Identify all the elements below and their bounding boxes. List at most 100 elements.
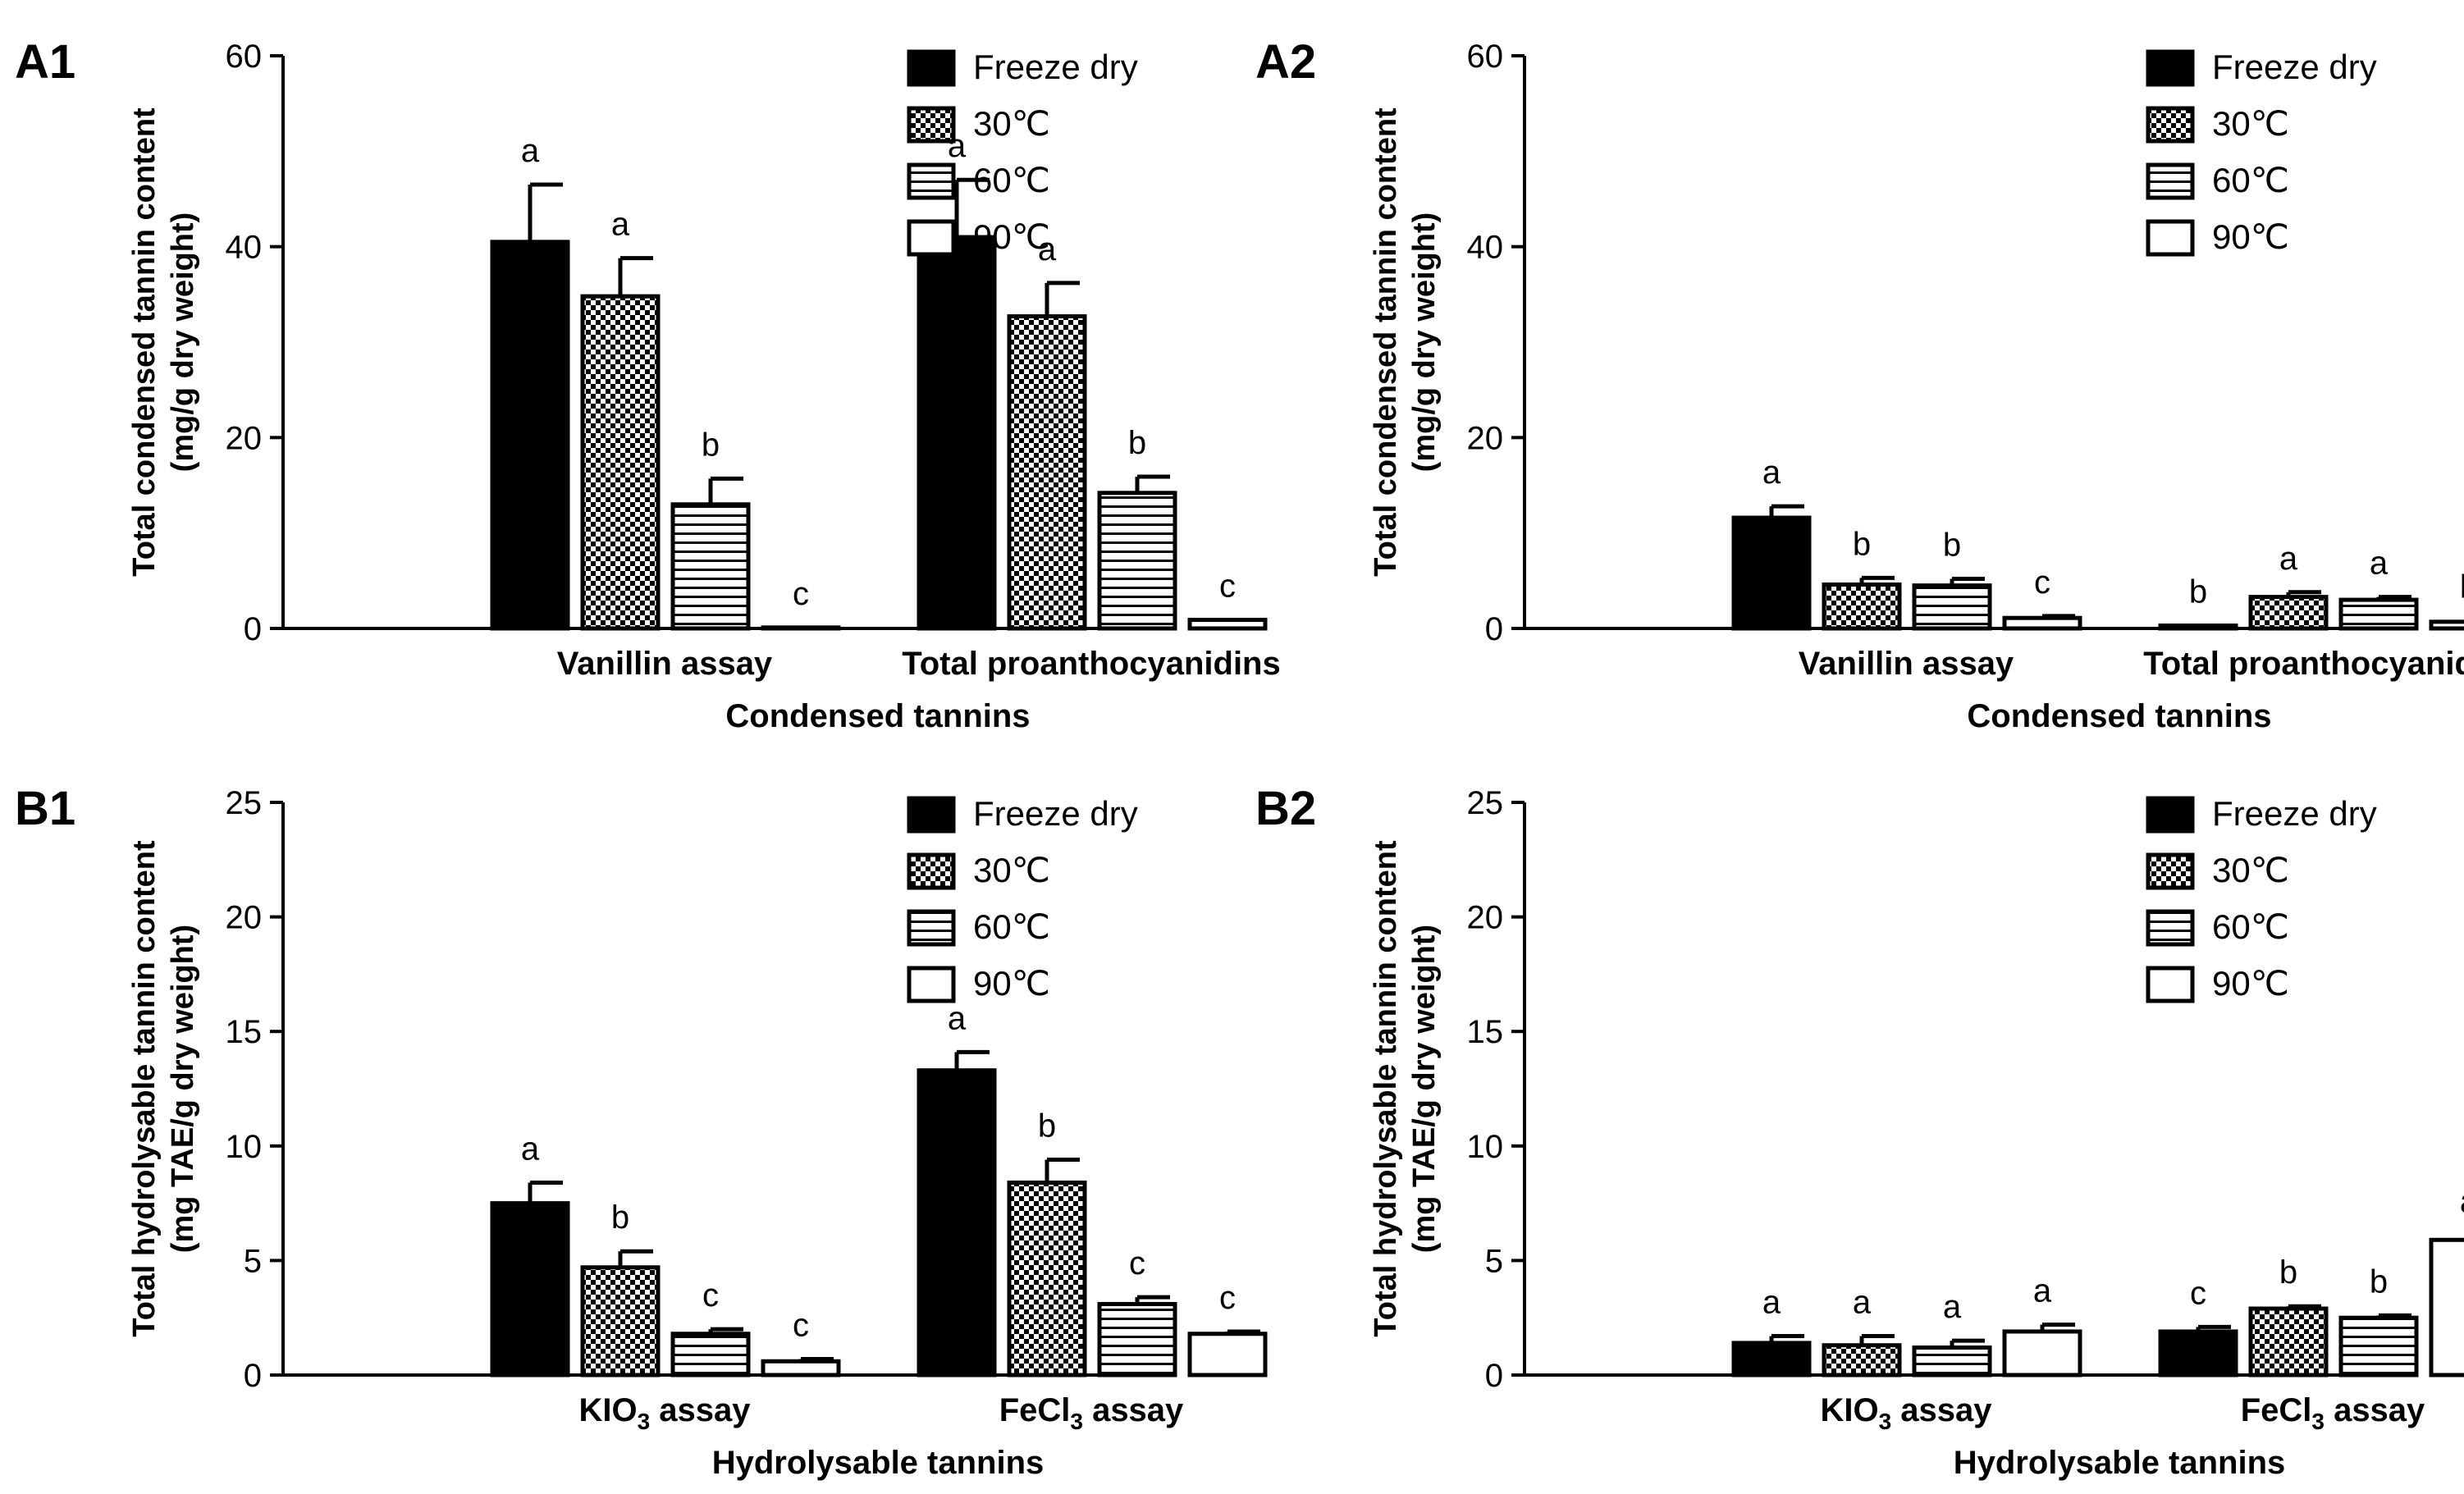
legend-label: 30℃ — [973, 851, 1050, 889]
x-tick-label: KIO3 assay — [578, 1392, 751, 1434]
significance-letter: c — [2034, 564, 2050, 601]
x-axis-title: Hydrolysable tannins — [712, 1445, 1045, 1481]
legend-label: Freeze dry — [973, 794, 1138, 833]
bar — [580, 294, 661, 631]
chart-panel-a2: A2 0 20 40 60 Total condensed tannin content(… — [1255, 35, 2464, 734]
significance-letter: c — [793, 1307, 809, 1343]
significance-letter: c — [702, 1277, 719, 1314]
y-tick-label: 60 — [226, 39, 263, 75]
y-tick-label: 25 — [1467, 785, 1504, 821]
significance-letter: b — [2279, 1254, 2297, 1291]
bar — [2338, 597, 2419, 631]
y-axis-subtitle: (mg/g dry weight) — [166, 212, 200, 473]
y-tick-label: 20 — [226, 900, 263, 936]
significance-letter: b — [611, 1199, 629, 1236]
y-tick-label: 0 — [1485, 1358, 1503, 1394]
legend-swatch — [907, 106, 956, 144]
bar — [670, 1332, 751, 1377]
significance-letter: a — [1762, 1285, 1781, 1321]
significance-letter: a — [2460, 1184, 2464, 1220]
y-tick-label: 40 — [1467, 230, 1504, 266]
bar — [1731, 1341, 1812, 1377]
bar — [1912, 583, 1992, 631]
significance-letter: b — [1128, 425, 1146, 461]
significance-letter: a — [948, 1000, 967, 1036]
bar — [2158, 1329, 2238, 1377]
y-tick-label: 15 — [1467, 1014, 1504, 1050]
bar — [1007, 1180, 1087, 1377]
y-tick-label: 5 — [244, 1243, 262, 1279]
bar — [580, 1265, 661, 1377]
bar — [2338, 1315, 2419, 1377]
bar — [2429, 619, 2464, 631]
y-tick-label: 40 — [226, 230, 263, 266]
bar — [1822, 582, 1902, 631]
y-tick-label: 5 — [1485, 1243, 1503, 1279]
legend-swatch — [2146, 219, 2195, 257]
bar — [2002, 1329, 2082, 1377]
y-tick-label: 60 — [1467, 39, 1504, 75]
x-axis-title: Hydrolysable tannins — [1954, 1445, 2286, 1481]
panel-label: B2 — [1255, 782, 1316, 835]
y-tick-label: 0 — [1485, 611, 1503, 647]
y-tick-label: 15 — [226, 1014, 263, 1050]
y-tick-label: 20 — [226, 420, 263, 456]
legend-swatch — [907, 852, 956, 890]
significance-letter: c — [1219, 569, 1236, 605]
significance-letter: b — [1038, 1108, 1056, 1144]
x-tick-label: FeCl3 assay — [999, 1392, 1184, 1434]
legend-label: 60℃ — [2212, 161, 2289, 199]
legend-label: 30℃ — [2212, 851, 2289, 889]
y-tick-label: 10 — [226, 1129, 263, 1165]
significance-letter: a — [521, 1131, 540, 1167]
bar — [670, 502, 751, 631]
bar — [2158, 624, 2238, 631]
y-axis-title: Total hydrolysable tannin content — [1369, 840, 1403, 1337]
bar — [1097, 1301, 1177, 1377]
y-axis-title: Total condensed tannin content — [127, 107, 162, 577]
legend-swatch — [907, 49, 956, 87]
significance-letter: a — [2033, 1273, 2052, 1309]
bar — [1097, 491, 1177, 631]
y-axis-subtitle: (mg TAE/g dry weight) — [166, 925, 200, 1253]
chart-panel-b1: B1 0 5 10 15 20 25 Total hydrolysable tannin co… — [15, 782, 1268, 1481]
bar — [2002, 615, 2082, 631]
y-tick-label: 20 — [1467, 900, 1504, 936]
y-axis-title: Total hydrolysable tannin content — [127, 840, 162, 1337]
legend-label: 60℃ — [973, 907, 1050, 946]
panel-label: A2 — [1255, 35, 1316, 89]
legend-label: 90℃ — [2212, 964, 2289, 1003]
bar — [2429, 1237, 2464, 1377]
legend-swatch — [2146, 106, 2195, 144]
x-tick-label: Vanillin assay — [1799, 646, 2014, 682]
x-axis-title: Condensed tannins — [725, 698, 1030, 734]
x-tick-label: Total proanthocyanidins — [2143, 646, 2464, 682]
y-tick-label: 20 — [1467, 420, 1504, 456]
legend-swatch — [907, 796, 956, 834]
significance-letter: c — [1219, 1280, 1236, 1316]
y-tick-label: 0 — [244, 611, 262, 647]
x-tick-label: KIO3 assay — [1820, 1392, 1992, 1434]
significance-letter: a — [611, 207, 630, 243]
legend-label: 90℃ — [973, 964, 1050, 1003]
legend-swatch — [907, 219, 956, 257]
legend-label: 90℃ — [2212, 217, 2289, 256]
legend-swatch — [2146, 852, 2195, 890]
legend-swatch — [2146, 909, 2195, 947]
y-tick-label: 0 — [244, 1358, 262, 1394]
chart-panel-a1: A1 0 20 40 60 Total condensed tannin content(… — [15, 35, 1281, 734]
y-tick-label: 10 — [1467, 1129, 1504, 1165]
significance-letter: c — [2190, 1275, 2206, 1311]
significance-letter: a — [1853, 1285, 1872, 1321]
legend-label: 60℃ — [973, 161, 1050, 199]
legend-swatch — [2146, 162, 2195, 200]
legend-swatch — [2146, 49, 2195, 87]
bar — [2248, 1306, 2329, 1377]
x-tick-label: Vanillin assay — [557, 646, 773, 682]
significance-letter: a — [1038, 231, 1057, 267]
legend-label: Freeze dry — [2212, 794, 2377, 833]
bar — [1187, 618, 1268, 631]
significance-letter: a — [1762, 455, 1781, 491]
y-axis-subtitle: (mg/g dry weight) — [1407, 212, 1442, 473]
